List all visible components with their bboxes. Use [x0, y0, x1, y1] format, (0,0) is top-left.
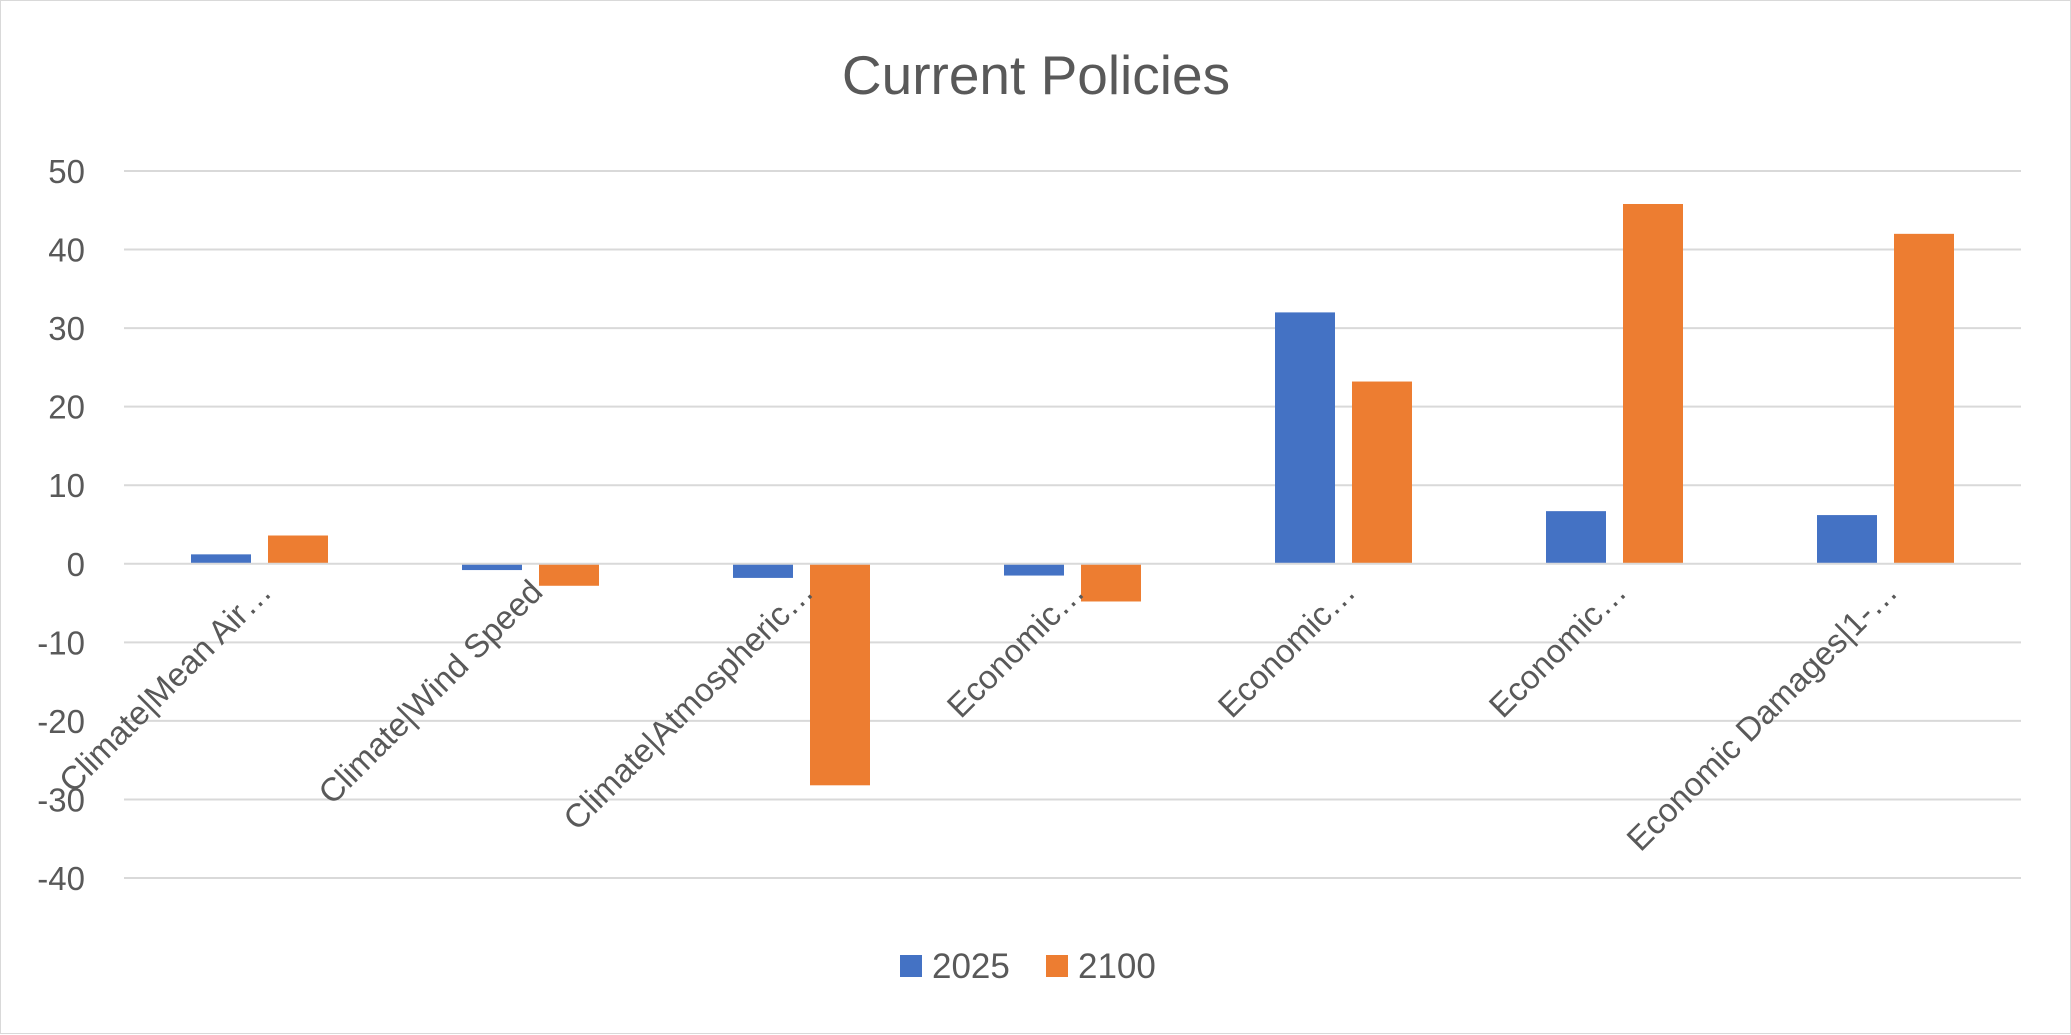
bars: [191, 203, 1954, 786]
bar-2100-4: [1352, 381, 1412, 564]
bar-2100-1: [539, 563, 599, 586]
category-label: Economic…: [1481, 573, 1633, 725]
y-tick-label: 10: [48, 467, 85, 504]
legend-swatch-2025: [900, 955, 922, 977]
legend-label: 2100: [1078, 947, 1156, 986]
legend-swatch-2100: [1046, 955, 1068, 977]
bar-2100-0: [268, 535, 328, 564]
y-axis-tick-labels: 50 40 30 20 10 0 -10 -20 -30 -40: [37, 153, 85, 897]
y-tick-label: 40: [48, 232, 85, 269]
category-labels: Climate|Mean Air… Climate|Wind Speed Clima…: [52, 573, 1905, 858]
bar-2025-5: [1546, 511, 1606, 564]
y-tick-label: 30: [48, 310, 85, 347]
bar-2025-6: [1817, 515, 1877, 564]
category-label: Economic…: [939, 573, 1091, 725]
bar-2025-4: [1275, 312, 1335, 564]
y-tick-label: 0: [67, 546, 85, 583]
bar-2025-0: [191, 554, 251, 564]
category-label: Climate|Wind Speed: [311, 573, 549, 811]
y-tick-label: -40: [37, 860, 85, 897]
category-label: Economic…: [1210, 573, 1362, 725]
category-label: Climate|Mean Air…: [52, 573, 279, 800]
bar-2100-6: [1894, 233, 1954, 564]
y-tick-label: -10: [37, 624, 85, 661]
y-tick-label: 50: [48, 153, 85, 190]
gridlines: [124, 170, 2021, 879]
category-label: Climate|Atmospheric…: [556, 573, 820, 837]
bar-2025-1: [462, 563, 522, 571]
legend-label: 2025: [932, 947, 1010, 986]
bar-2100-2: [810, 563, 870, 786]
legend: 2025 2100: [900, 947, 1156, 986]
bar-2025-2: [733, 563, 793, 578]
bar-2025-3: [1004, 563, 1064, 576]
y-tick-label: -20: [37, 703, 85, 740]
chart-title: Current Policies: [842, 44, 1230, 106]
bar-2100-3: [1081, 563, 1141, 602]
y-tick-label: -30: [37, 781, 85, 818]
bar-2100-5: [1623, 203, 1683, 564]
category-label: Economic Damages|1-…: [1619, 573, 1904, 858]
y-tick-label: 20: [48, 389, 85, 426]
